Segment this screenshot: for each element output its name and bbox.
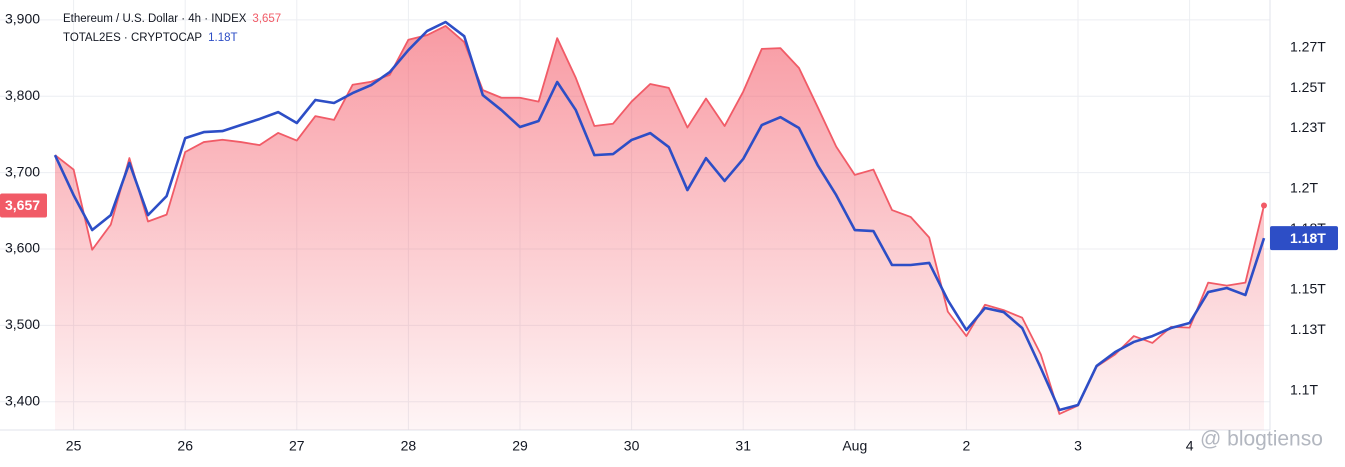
y2-tick-label: 1.1T [1290, 382, 1318, 398]
legend-entry: Ethereum / U.S. Dollar · 4h · INDEX 3,657 [63, 13, 281, 25]
x-tick-label: 26 [177, 438, 193, 454]
price-tag [1270, 226, 1338, 251]
last-point [1261, 202, 1267, 209]
y-tick-label: 3,700 [5, 163, 40, 179]
legend-entry: TOTAL2ES · CRYPTOCAP 1.18T [63, 32, 238, 44]
legend-value: 3,657 [252, 13, 281, 25]
x-tick-label: 31 [735, 438, 751, 454]
y-tick-label: 3,600 [5, 240, 40, 256]
area-fill [55, 25, 1264, 431]
y2-tick-label: 1.25T [1290, 79, 1326, 95]
y2-tick-label: 1.2T [1290, 180, 1318, 196]
price-tag [0, 193, 47, 218]
x-tick-label: 2 [963, 438, 971, 454]
x-tick-label: 27 [289, 438, 305, 454]
x-tick-label: Aug [842, 438, 867, 454]
y-tick-label: 3,400 [5, 392, 40, 408]
y-tick-label: 3,500 [5, 316, 40, 332]
y2-tick-label: 1.15T [1290, 281, 1326, 297]
x-tick-label: 25 [66, 438, 82, 454]
watermark: @ blogtienso [1200, 428, 1323, 451]
y2-tick-label: 1.13T [1290, 321, 1326, 337]
y-tick-label: 3,900 [5, 11, 40, 27]
y2-tick-label: 1.27T [1290, 38, 1326, 54]
legend-name: Ethereum / U.S. Dollar · 4h · INDEX [63, 13, 247, 25]
y2-tick-label: 1.23T [1290, 119, 1326, 135]
x-tick-label: 4 [1186, 438, 1194, 454]
x-tick-label: 29 [512, 438, 528, 454]
legend-value: 1.18T [208, 32, 237, 44]
price-tag-label: 1.18T [1290, 230, 1326, 246]
legend-name: TOTAL2ES · CRYPTOCAP [63, 32, 202, 44]
series-line [54, 25, 1265, 415]
y-tick-label: 3,800 [5, 87, 40, 103]
series-line [53, 20, 1266, 412]
price-tag-label: 3,657 [5, 197, 40, 213]
x-tick-label: 3 [1074, 438, 1082, 454]
x-tick-label: 30 [624, 438, 640, 454]
x-tick-label: 28 [401, 438, 417, 454]
